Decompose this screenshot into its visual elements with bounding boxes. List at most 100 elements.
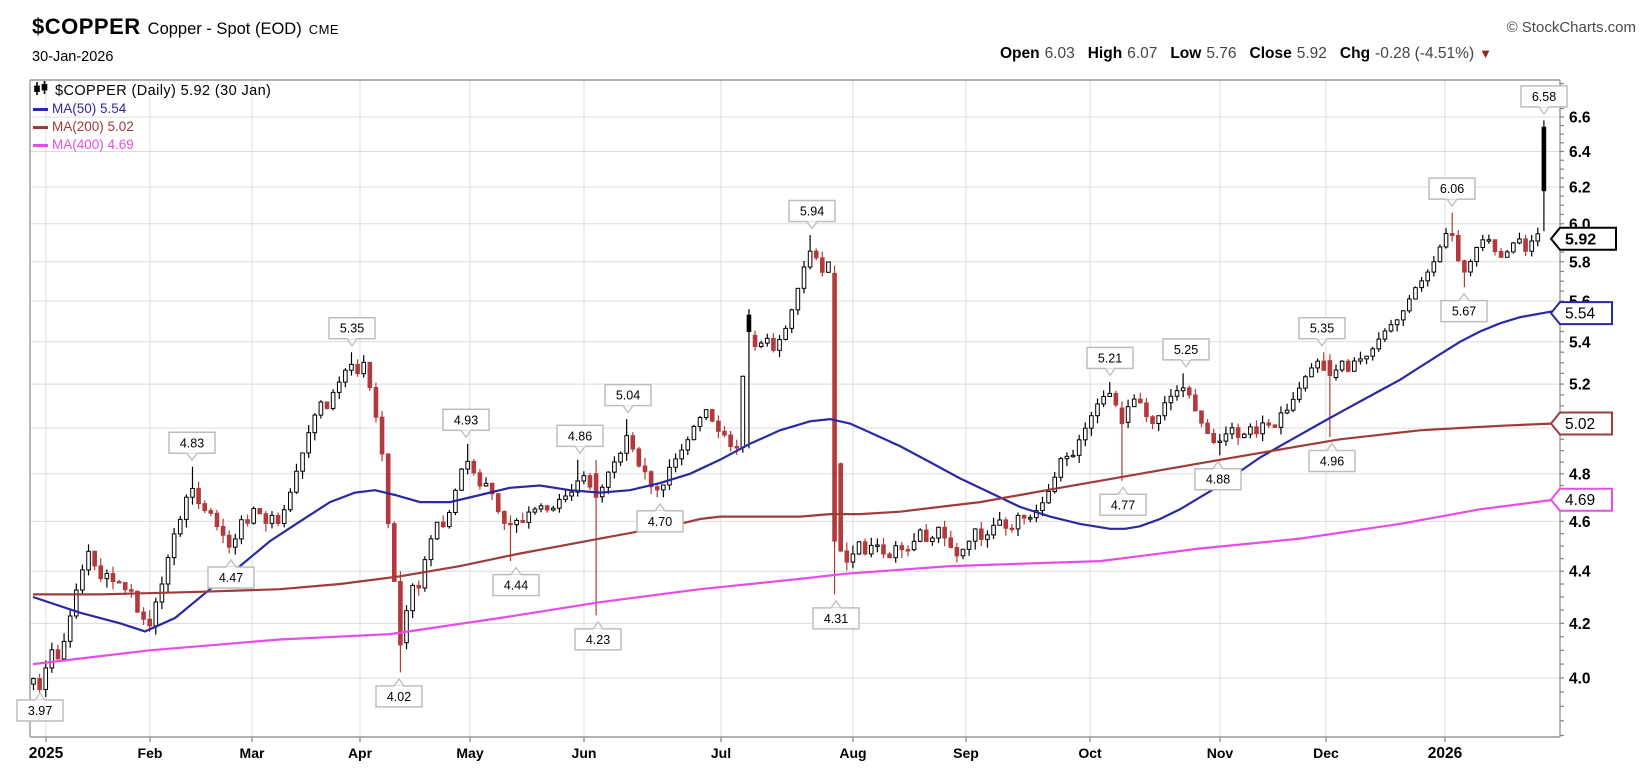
grid-layer [30,80,1560,737]
price-annotation: 5.94 [788,199,836,230]
svg-text:4.47: 4.47 [219,571,243,585]
ma50-label: MA(50) 5.54 [52,100,127,116]
svg-text:5.67: 5.67 [1452,305,1476,319]
open-label: Open [999,45,1040,62]
open-value: 6.03 [1044,45,1075,62]
axis-callout-5.54: 5.54 [1549,301,1613,326]
svg-text:5.02: 5.02 [1565,416,1595,433]
price-annotation: 4.23 [574,620,622,651]
chg-value: -0.28 (-4.51%) [1375,45,1475,62]
svg-text:4.23: 4.23 [586,633,610,647]
close-value: 5.92 [1296,45,1327,62]
chart-legend: $COPPER (Daily) 5.92 (30 Jan) MA(50) 5.5… [33,81,271,154]
x-axis-month-label: Feb [138,745,163,761]
low-label: Low [1170,45,1202,62]
legend-ma200-row: MA(200) 5.02 [33,118,271,136]
exchange-label: CME [308,22,340,37]
x-axis-month-label: Sep [953,745,979,761]
candlestick-icon [33,81,49,101]
svg-text:4.44: 4.44 [504,579,528,593]
chart-date: 30-Jan-2026 [32,49,114,65]
price-annotation: 4.96 [1308,442,1356,473]
x-axis-month-label: Nov [1207,745,1234,761]
y-axis-tick-label: 5.8 [1569,254,1591,271]
ma-line-MA(200) [33,422,1555,596]
x-axis-month-label: 2026 [1428,745,1463,762]
svg-text:5.92: 5.92 [1565,231,1596,248]
x-axis-month-label: Jul [711,745,731,761]
price-annotation: 5.35 [1298,316,1346,347]
svg-text:4.83: 4.83 [180,436,204,450]
svg-text:4.86: 4.86 [568,429,592,443]
svg-text:4.96: 4.96 [1320,455,1344,469]
x-axis-month-label: 2025 [29,745,64,762]
price-annotation: 5.35 [328,316,376,347]
svg-text:4.88: 4.88 [1206,473,1230,487]
svg-text:5.25: 5.25 [1174,343,1198,357]
stockcharts-watermark: © StockCharts.com [1506,19,1636,36]
legend-main-row: $COPPER (Daily) 5.92 (30 Jan) [33,81,271,101]
price-annotation: 4.44 [492,566,540,597]
x-axis-month-label: Mar [240,745,265,761]
svg-text:4.70: 4.70 [648,515,672,529]
ma50-line-swatch [33,107,48,111]
ma-line-MA(400) [32,498,1555,666]
legend-ma50-row: MA(50) 5.54 [33,100,271,118]
svg-text:4.02: 4.02 [387,690,411,704]
svg-text:4.31: 4.31 [824,612,848,626]
axis-callout-layer: 5.92 5.54 5.02 4.69 [1549,226,1617,512]
y-axis-tick-label: 5.2 [1569,377,1591,394]
price-annotation: 4.93 [442,408,490,439]
price-annotation: 4.02 [375,677,423,708]
price-annotation: 4.47 [207,558,255,589]
price-annotation: 4.88 [1194,460,1242,491]
y-axis-tick-label: 4.4 [1569,564,1591,581]
ma200-line-swatch [33,125,48,129]
ma-line-MA(50) [32,310,1555,633]
high-value: 6.07 [1127,45,1158,62]
svg-text:5.04: 5.04 [616,389,640,403]
price-annotation: 5.67 [1440,292,1488,323]
y-axis-tick-label: 4.8 [1569,466,1591,483]
price-annotation: 6.06 [1428,177,1476,208]
svg-text:5.21: 5.21 [1098,351,1122,365]
close-label: Close [1249,45,1292,62]
chart-header: $COPPER Copper - Spot (EOD) CME [32,14,339,40]
y-axis-tick-label: 4.0 [1569,671,1591,688]
x-axis-month-label: Jun [572,745,597,761]
price-annotation: 5.25 [1162,338,1210,368]
down-triangle-icon: ▼ [1479,46,1492,61]
axis-callout-5.02: 5.02 [1549,411,1613,436]
y-axis-tick-label: 6.4 [1569,144,1591,161]
high-label: High [1087,45,1123,62]
svg-text:6.06: 6.06 [1440,182,1464,196]
price-annotation: 5.21 [1086,346,1134,377]
svg-text:6.58: 6.58 [1532,90,1556,104]
svg-text:5.94: 5.94 [800,205,824,219]
price-annotation: 6.58 [1520,85,1568,116]
x-axis-month-label: Aug [839,745,866,761]
svg-text:4.93: 4.93 [454,413,478,427]
ma200-label: MA(200) 5.02 [52,118,134,134]
y-axis-tick-label: 6.6 [1569,110,1591,127]
x-axis-month-label: Dec [1313,745,1339,761]
price-annotation: 4.77 [1099,486,1147,517]
x-axis-month-label: Apr [348,745,373,761]
chg-label: Chg [1339,45,1371,62]
y-axis-tick-label: 5.4 [1569,334,1591,351]
quote-summary: Open 6.03 High 6.07 Low 5.76 Close 5.92 Chg -0.28… [1000,45,1492,63]
symbol-description: Copper - Spot (EOD) [147,20,302,38]
svg-text:3.97: 3.97 [28,704,52,718]
svg-text:5.54: 5.54 [1565,306,1596,323]
annotation-layer: 3.97 4.83 4.47 5.35 4.02 4.93 4.44 4.86 4.23 5.04… [16,85,1568,722]
svg-text:4.77: 4.77 [1111,498,1135,512]
axis-callout-5.92: 5.92 [1549,226,1617,251]
price-annotation: 4.86 [556,424,604,455]
low-value: 5.76 [1206,45,1237,62]
svg-text:5.35: 5.35 [340,322,364,336]
ma400-line-swatch [33,143,48,147]
x-axis-month-label: Oct [1078,745,1102,761]
price-annotation: 4.31 [812,599,860,630]
